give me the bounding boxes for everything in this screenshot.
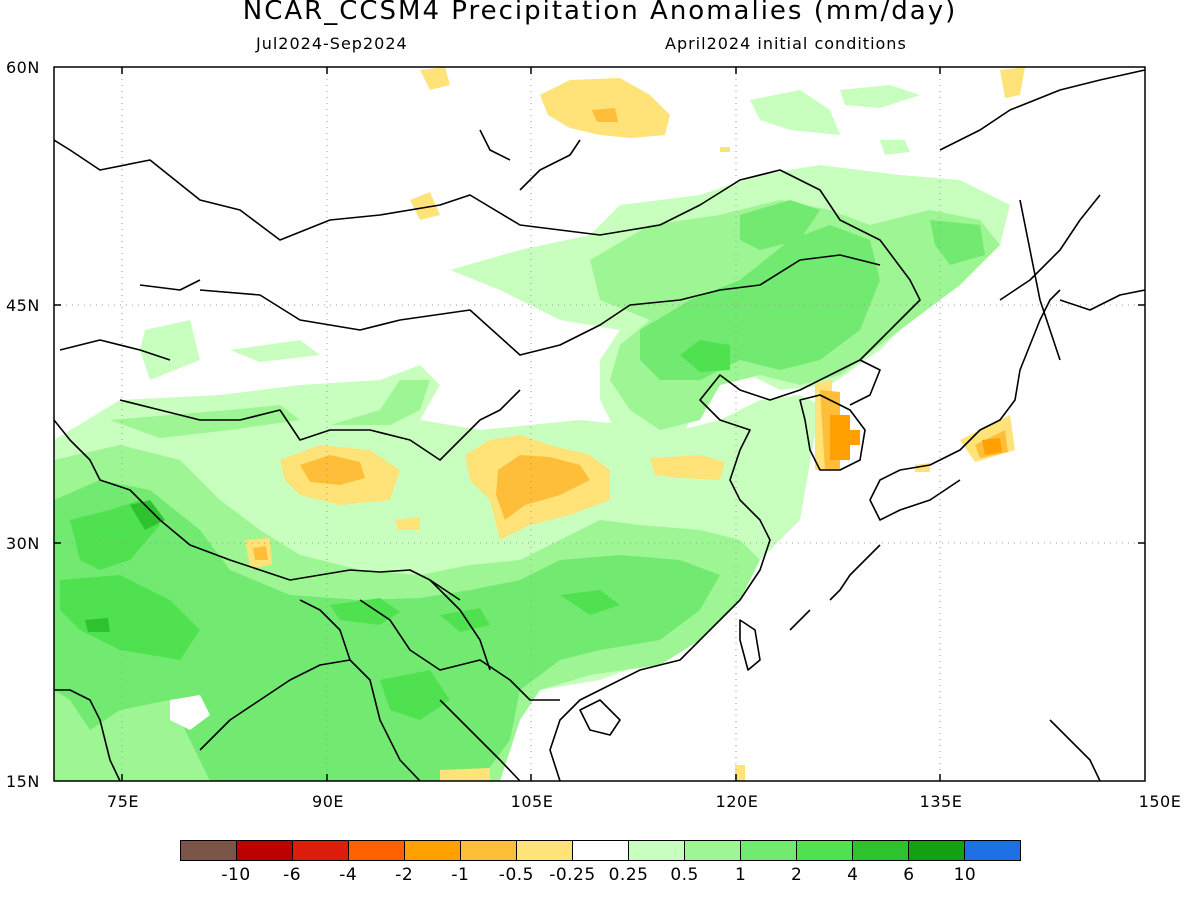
forecast-period: Jul2024-Sep2024	[256, 34, 408, 53]
colorbar-label: 6	[903, 865, 915, 885]
colorbar-swatch	[685, 841, 741, 860]
colorbar-swatch	[237, 841, 293, 860]
colorbar-swatch	[573, 841, 629, 860]
colorbar-swatch	[517, 841, 573, 860]
colorbar-swatch	[629, 841, 685, 860]
colorbar-swatch	[797, 841, 853, 860]
colorbar-label: 10	[953, 865, 977, 885]
colorbar-swatch	[741, 841, 797, 860]
colorbar-label: -10	[221, 865, 251, 885]
colorbar-label: 2	[791, 865, 803, 885]
colorbar	[180, 840, 1021, 861]
colorbar-label: -2	[395, 865, 414, 885]
colorbar-swatch	[181, 841, 237, 860]
colorbar-label: -0.25	[549, 865, 596, 885]
lat-label-60n: 60N	[6, 58, 40, 77]
lat-label-15n: 15N	[6, 772, 40, 791]
anomaly-dark-green	[85, 500, 165, 632]
lon-label-90e: 90E	[312, 792, 344, 811]
lon-label-75e: 75E	[107, 792, 139, 811]
colorbar-swatch	[965, 841, 1020, 860]
coastlines-and-borders	[54, 69, 1145, 781]
colorbar-label: -1	[451, 865, 470, 885]
colorbar-swatch	[909, 841, 965, 860]
lon-label-135e: 135E	[919, 792, 963, 811]
colorbar-label: 0.5	[670, 865, 699, 885]
colorbar-swatch	[853, 841, 909, 860]
initial-conditions: April2024 initial conditions	[665, 34, 907, 53]
map-frame	[53, 66, 1146, 782]
map-title: NCAR_CCSM4 Precipitation Anomalies (mm/d…	[242, 0, 958, 26]
colorbar-swatch	[461, 841, 517, 860]
colorbar-label: 4	[847, 865, 859, 885]
colorbar-label: -0.5	[498, 865, 534, 885]
anomaly-yellow	[245, 67, 1025, 781]
lon-label-105e: 105E	[510, 792, 554, 811]
axis-ticks	[54, 67, 1145, 781]
colorbar-label: -6	[283, 865, 302, 885]
colorbar-swatch	[349, 841, 405, 860]
colorbar-swatch	[405, 841, 461, 860]
lat-label-45n: 45N	[6, 296, 40, 315]
colorbar-swatch	[293, 841, 349, 860]
lon-label-120e: 120E	[715, 792, 759, 811]
lon-label-150e: 150E	[1138, 792, 1182, 811]
gridlines	[54, 67, 1145, 781]
colorbar-label: 0.25	[608, 865, 649, 885]
colorbar-label: -4	[339, 865, 358, 885]
anomaly-neutral-patch	[170, 695, 210, 730]
lat-label-30n: 30N	[6, 534, 40, 553]
colorbar-label: 1	[734, 865, 747, 885]
anomaly-field	[54, 67, 1025, 781]
anomaly-orange	[830, 415, 1002, 460]
